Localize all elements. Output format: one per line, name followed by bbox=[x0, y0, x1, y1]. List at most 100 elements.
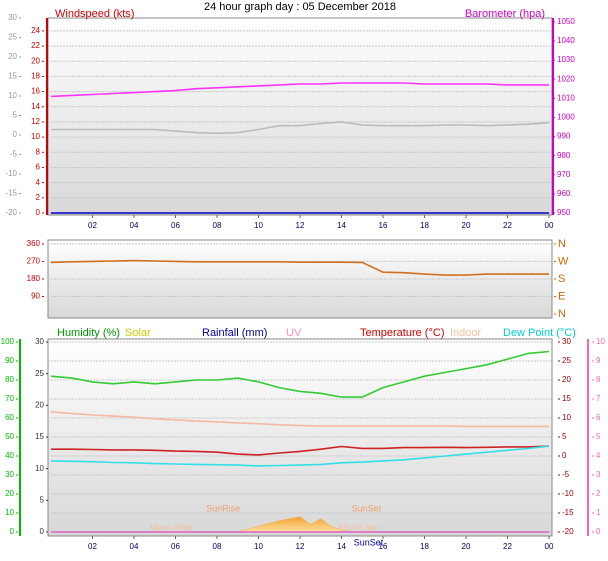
x-tick-label: 00 bbox=[545, 542, 554, 551]
y-tick-label: 30 bbox=[5, 470, 14, 479]
line bbox=[51, 445, 550, 456]
y2-tick-label: 990 bbox=[557, 132, 571, 141]
x-tick-label: 10 bbox=[254, 221, 263, 230]
y-tick-label: 360 bbox=[27, 239, 41, 248]
x-tick-label: 22 bbox=[503, 542, 512, 551]
x-tick-label: 20 bbox=[462, 221, 471, 230]
y2-tick-label: E bbox=[558, 290, 565, 302]
annotation: SunSet bbox=[354, 538, 384, 548]
y3-tick-label: 10 bbox=[8, 91, 17, 100]
line bbox=[50, 350, 550, 398]
x-tick-label: 04 bbox=[130, 542, 139, 551]
annotation: SunSet bbox=[352, 503, 382, 513]
y4-tick-label: 10 bbox=[596, 337, 605, 346]
line bbox=[51, 121, 550, 135]
y2-tick-label: 950 bbox=[557, 208, 571, 217]
y-tick-label: 180 bbox=[27, 274, 41, 283]
y2-tick-label: 1020 bbox=[557, 74, 575, 83]
y-tick-label: 10 bbox=[5, 508, 14, 517]
x-tick-label: 16 bbox=[379, 542, 388, 551]
line bbox=[50, 259, 549, 276]
y2-tick-label: 30 bbox=[562, 337, 571, 346]
y2-tick-label: N bbox=[558, 308, 566, 320]
legend-label: Rainfall (mm) bbox=[202, 327, 267, 339]
y2-tick-label: 0 bbox=[562, 451, 567, 460]
area bbox=[237, 516, 352, 533]
x-tick-label: 12 bbox=[296, 221, 305, 230]
x-tick-label: 00 bbox=[545, 221, 554, 230]
y3-tick-label: 20 bbox=[8, 52, 17, 61]
y2-tick-label: -20 bbox=[562, 527, 574, 536]
annotation: Moon Rise bbox=[150, 522, 193, 532]
y3-tick-label: 30 bbox=[8, 13, 17, 22]
y4-tick-label: 4 bbox=[596, 451, 601, 460]
y-tick-label: 60 bbox=[5, 413, 14, 422]
legend-label: Temperature (°C) bbox=[360, 327, 444, 339]
x-tick-label: 06 bbox=[171, 221, 180, 230]
y-tick-label: 100 bbox=[1, 337, 15, 346]
y-tick-label: 90 bbox=[31, 292, 40, 301]
y-tick-label: 0 bbox=[10, 527, 15, 536]
x-tick-label: 16 bbox=[379, 221, 388, 230]
y3-tick-label: -20 bbox=[5, 208, 17, 217]
annotation: Moon Set bbox=[339, 522, 378, 532]
y2-tick-label: -10 bbox=[562, 489, 574, 498]
x-tick-label: 02 bbox=[88, 221, 97, 230]
y3-tick-label: 5 bbox=[40, 495, 45, 504]
y3-tick-label: -15 bbox=[5, 189, 17, 198]
legend-label: Solar bbox=[125, 327, 151, 339]
y4-tick-label: 3 bbox=[596, 470, 601, 479]
y-tick-label: 50 bbox=[5, 432, 14, 441]
y-tick-label: 20 bbox=[5, 489, 14, 498]
x-tick-label: 02 bbox=[88, 542, 97, 551]
y-tick-label: 8 bbox=[36, 147, 41, 156]
y4-tick-label: 2 bbox=[596, 489, 601, 498]
y3-tick-label: 25 bbox=[8, 33, 17, 42]
y-tick-label: 0 bbox=[36, 208, 41, 217]
y4-tick-label: 7 bbox=[596, 394, 601, 403]
legend-label: Humidity (%) bbox=[57, 327, 120, 339]
y2-tick-label: 5 bbox=[562, 432, 567, 441]
line bbox=[50, 411, 549, 428]
legend-label: Windspeed (kts) bbox=[55, 8, 134, 20]
y2-tick-label: 1030 bbox=[557, 55, 575, 64]
y-tick-label: 2 bbox=[36, 193, 41, 202]
line bbox=[50, 445, 550, 467]
y-tick-label: 270 bbox=[27, 257, 41, 266]
x-tick-label: 18 bbox=[420, 221, 429, 230]
y3-tick-label: -5 bbox=[10, 150, 18, 159]
y4-tick-label: 1 bbox=[596, 508, 601, 517]
y-tick-label: 16 bbox=[31, 87, 40, 96]
y-tick-label: 12 bbox=[31, 117, 40, 126]
x-tick-label: 10 bbox=[254, 542, 263, 551]
y2-tick-label: 25 bbox=[562, 356, 571, 365]
x-tick-label: 14 bbox=[337, 221, 346, 230]
chart-title: 24 hour graph day : 05 December 2018 bbox=[204, 1, 396, 13]
y2-tick-label: 980 bbox=[557, 151, 571, 160]
y3-tick-label: 10 bbox=[35, 464, 44, 473]
x-tick-label: 04 bbox=[130, 221, 139, 230]
y4-tick-label: 6 bbox=[596, 413, 601, 422]
x-tick-label: 18 bbox=[420, 542, 429, 551]
y-tick-label: 18 bbox=[31, 72, 40, 81]
x-tick-label: 12 bbox=[296, 542, 305, 551]
annotation: SunRise bbox=[206, 503, 240, 513]
x-tick-label: 06 bbox=[171, 542, 180, 551]
y2-tick-label: W bbox=[558, 255, 569, 267]
legend-label: Dew Point (°C) bbox=[503, 327, 576, 339]
line bbox=[50, 82, 549, 98]
legend-label: Barometer (hpa) bbox=[465, 8, 545, 20]
x-tick-label: 14 bbox=[337, 542, 346, 551]
y2-tick-label: 20 bbox=[562, 375, 571, 384]
y3-tick-label: 0 bbox=[40, 527, 45, 536]
y3-tick-label: 30 bbox=[35, 337, 44, 346]
y-tick-label: 40 bbox=[5, 451, 14, 460]
x-tick-label: 08 bbox=[213, 221, 222, 230]
y2-tick-label: 1040 bbox=[557, 36, 575, 45]
y4-tick-label: 5 bbox=[596, 432, 601, 441]
y4-tick-label: 8 bbox=[596, 375, 601, 384]
y4-tick-label: 0 bbox=[596, 527, 601, 536]
y-tick-label: 6 bbox=[36, 163, 41, 172]
y3-tick-label: 20 bbox=[35, 400, 44, 409]
